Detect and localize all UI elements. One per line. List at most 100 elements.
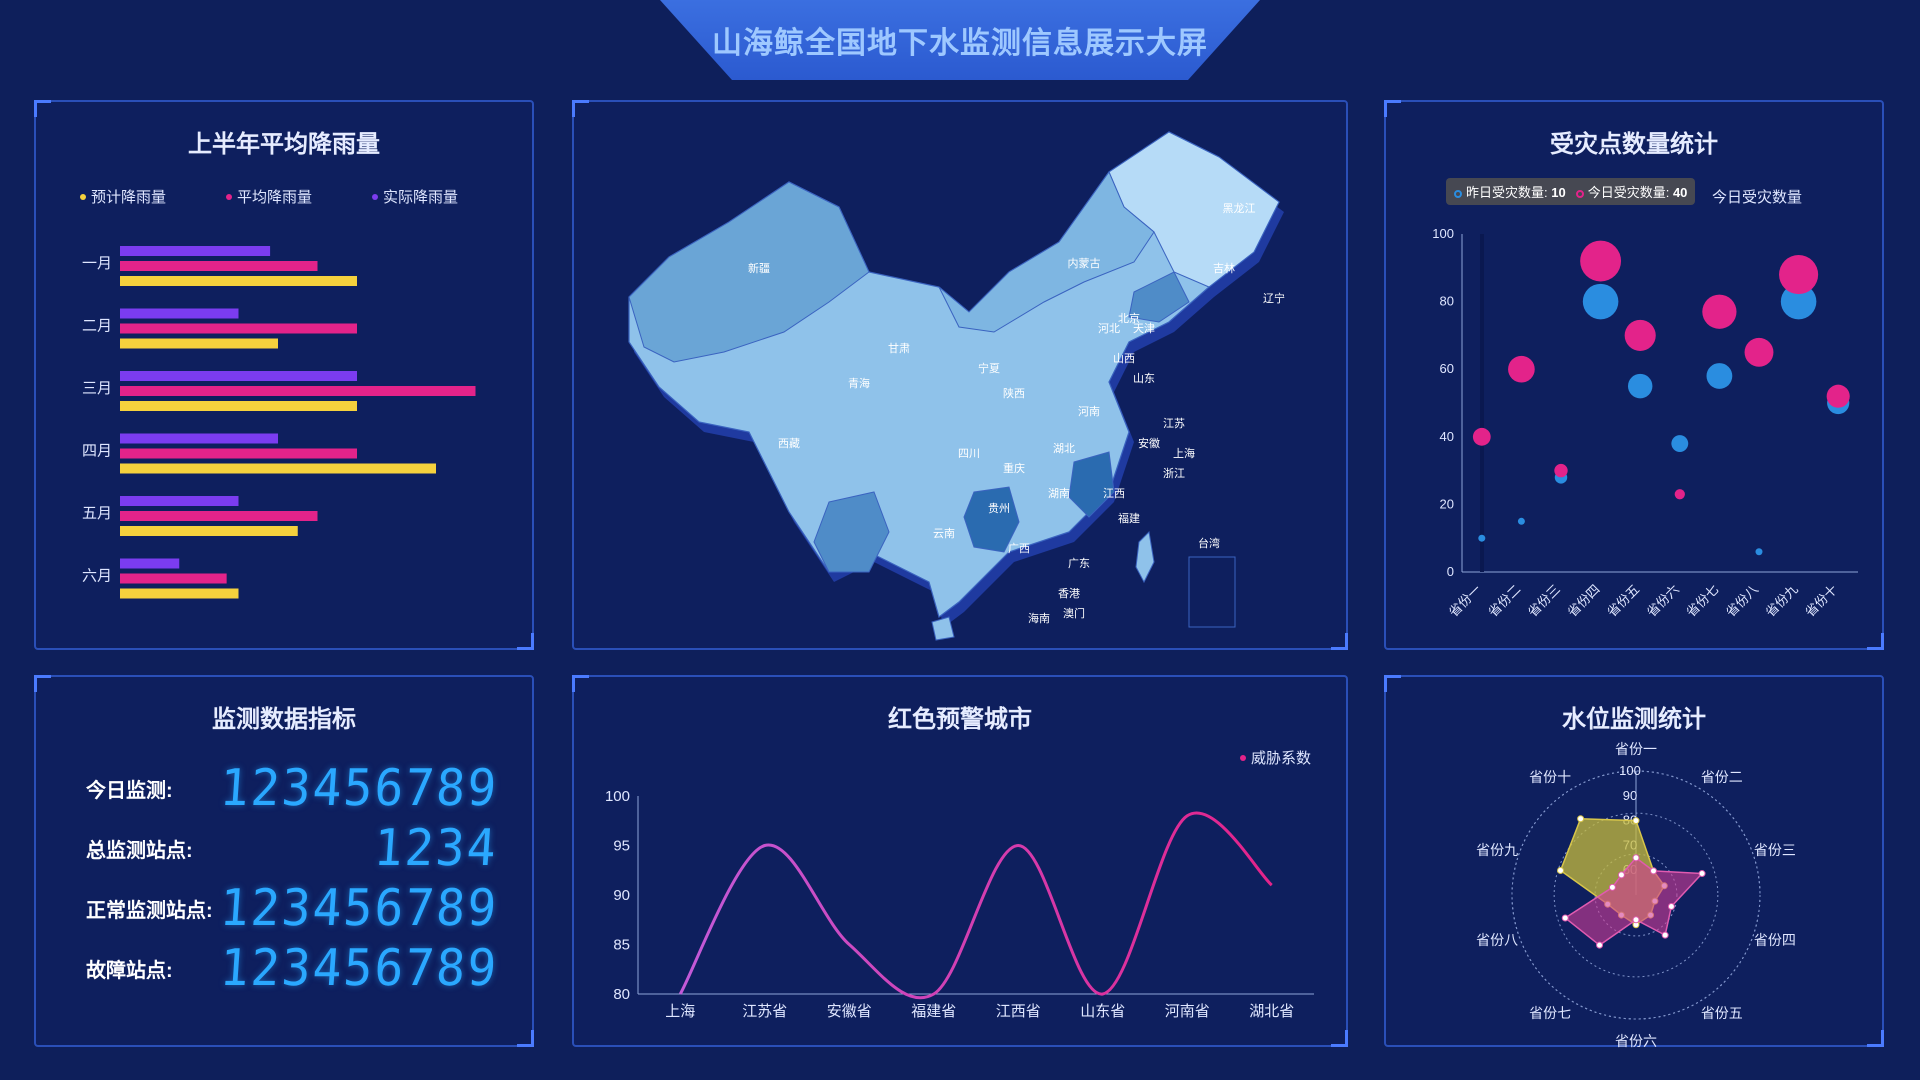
legend-average[interactable]: 平均降雨量 bbox=[226, 186, 312, 207]
x-tick-label: 省份九 bbox=[1763, 582, 1801, 620]
water-radar-chart: 60708090100省份一省份二省份三省份四省份五省份六省份七省份八省份九省份… bbox=[1476, 741, 1796, 1049]
x-tick-label: 省份十 bbox=[1802, 582, 1840, 620]
metric-value: 123456789 bbox=[217, 758, 500, 818]
y-tick-label: 95 bbox=[613, 838, 630, 855]
radar-point bbox=[1698, 870, 1706, 878]
rainfall-panel: 上半年平均降雨量 预计降雨量 平均降雨量 实际降雨量 一月 二月 三月 四月 五月 六月 bbox=[34, 100, 534, 650]
radar-indicator-label: 省份二 bbox=[1701, 769, 1743, 785]
y-tick-label: 80 bbox=[613, 986, 630, 1003]
radar-point bbox=[1667, 902, 1675, 910]
map-label: 辽宁 bbox=[1263, 291, 1285, 305]
radar-point bbox=[1617, 871, 1625, 879]
bubble bbox=[1702, 294, 1737, 329]
x-tick-label: 山东省 bbox=[1080, 1003, 1125, 1020]
bubble bbox=[1780, 283, 1817, 320]
radar-indicator-label: 省份九 bbox=[1476, 842, 1518, 858]
y-tick-label: 90 bbox=[613, 887, 630, 904]
map-label: 湖南 bbox=[1048, 487, 1070, 500]
bubble bbox=[1755, 548, 1763, 556]
tooltip-today: 今日受灾数量: 40 bbox=[1575, 182, 1687, 201]
map-label: 山西 bbox=[1113, 352, 1135, 365]
radar-indicator-label: 省份六 bbox=[1615, 1033, 1657, 1049]
legend-actual[interactable]: 实际降雨量 bbox=[372, 186, 458, 207]
category-label: 二月 bbox=[82, 318, 112, 335]
y-tick-label: 60 bbox=[1440, 361, 1454, 376]
bar bbox=[120, 308, 239, 319]
map-label: 河南 bbox=[1078, 405, 1100, 418]
legend-expected[interactable]: 预计降雨量 bbox=[80, 186, 166, 207]
map-label: 云南 bbox=[933, 527, 955, 540]
bar bbox=[120, 371, 357, 381]
bar bbox=[120, 463, 436, 474]
map-region-inner-mongolia bbox=[938, 170, 1155, 333]
radar-indicator-label: 省份七 bbox=[1529, 1005, 1571, 1021]
map-label: 山东 bbox=[1133, 372, 1155, 385]
map-label: 上海 bbox=[1173, 446, 1195, 460]
map-label: 江西 bbox=[1103, 487, 1125, 500]
map-label: 青海 bbox=[848, 376, 870, 390]
map-hainan bbox=[931, 616, 955, 641]
metric-row: 故障站点: 123456789 bbox=[86, 939, 500, 998]
bubble bbox=[1554, 463, 1568, 478]
map-label: 台湾 bbox=[1198, 536, 1220, 550]
map-label: 浙江 bbox=[1163, 467, 1185, 480]
water-title: 水位监测统计 bbox=[1562, 706, 1706, 733]
map-region-xinjiang bbox=[628, 181, 870, 363]
x-tick-label: 福建省 bbox=[911, 1003, 956, 1020]
y-tick-label: 40 bbox=[1440, 429, 1454, 444]
bar bbox=[120, 323, 357, 334]
radar-indicator-label: 省份十 bbox=[1529, 769, 1571, 785]
y-tick-label: 0 bbox=[1447, 564, 1454, 579]
metrics-panel: 监测数据指标 今日监测: 123456789 总监测站点: 1234 正常监测站… bbox=[34, 675, 534, 1047]
legend-threat[interactable]: 威胁系数 bbox=[1240, 747, 1311, 768]
map-label: 海南 bbox=[1028, 611, 1050, 625]
header-banner: 山海鲸全国地下水监测信息展示大屏 bbox=[660, 0, 1260, 80]
bubble bbox=[1706, 363, 1733, 389]
bar bbox=[120, 558, 180, 569]
map-region-fujian bbox=[1068, 451, 1115, 518]
map-label: 四川 bbox=[958, 448, 980, 460]
x-tick-label: 湖北省 bbox=[1249, 1003, 1294, 1020]
tooltip-label: 今日受灾数量: bbox=[1587, 185, 1673, 200]
bubble bbox=[1580, 240, 1622, 282]
radar-indicator-label: 省份三 bbox=[1754, 842, 1796, 858]
map-label: 湖北 bbox=[1053, 442, 1075, 455]
bubble bbox=[1472, 427, 1491, 446]
tooltip-yesterday: 昨日受灾数量: 10 bbox=[1454, 182, 1566, 201]
bar bbox=[120, 338, 278, 349]
map-taiwan bbox=[1135, 530, 1155, 584]
bubble bbox=[1508, 355, 1535, 383]
tooltip-dot bbox=[1575, 189, 1584, 198]
south-china-sea-inset bbox=[1188, 556, 1236, 628]
metric-value: 123456789 bbox=[217, 878, 500, 938]
x-tick-label: 省份二 bbox=[1485, 582, 1523, 620]
radar-point bbox=[1632, 854, 1640, 862]
tooltip-dot bbox=[1454, 189, 1462, 198]
map-label: 天津 bbox=[1133, 322, 1155, 335]
category-label: 四月 bbox=[82, 443, 112, 460]
bubble bbox=[1627, 373, 1653, 399]
map-label: 广东 bbox=[1068, 557, 1090, 570]
rainfall-legend: 预计降雨量 平均降雨量 实际降雨量 bbox=[80, 186, 458, 207]
bubble bbox=[1779, 255, 1819, 295]
bar bbox=[120, 433, 278, 444]
radar-point bbox=[1557, 866, 1565, 874]
x-tick-label: 河南省 bbox=[1165, 1003, 1210, 1020]
warning-chart: 80 85 90 95 100 上海 江苏省 安徽省 福建省 江西省 山东省 河南省 湖北省 bbox=[605, 788, 1314, 1020]
radar-point bbox=[1632, 916, 1640, 924]
x-tick-label: 江苏省 bbox=[742, 1003, 787, 1020]
y-tick-label: 85 bbox=[613, 937, 630, 954]
x-tick-label: 省份五 bbox=[1604, 582, 1642, 620]
y-tick-label: 100 bbox=[605, 788, 630, 805]
metric-row: 正常监测站点: 123456789 bbox=[86, 879, 500, 938]
legend-label: 预计降雨量 bbox=[91, 189, 167, 206]
warning-legend: 威胁系数 bbox=[1240, 747, 1311, 768]
map-label: 贵州 bbox=[988, 502, 1010, 515]
category-label: 一月 bbox=[82, 255, 112, 272]
x-tick-label: 省份四 bbox=[1565, 582, 1603, 620]
radar-point bbox=[1596, 941, 1604, 949]
disaster-panel: 受灾点数量统计 今日受灾数量 昨日受灾数量: 10 今日受灾数量: 40 0 20… bbox=[1384, 100, 1884, 650]
metrics-title: 监测数据指标 bbox=[212, 706, 356, 733]
y-tick-label: 20 bbox=[1440, 496, 1454, 511]
